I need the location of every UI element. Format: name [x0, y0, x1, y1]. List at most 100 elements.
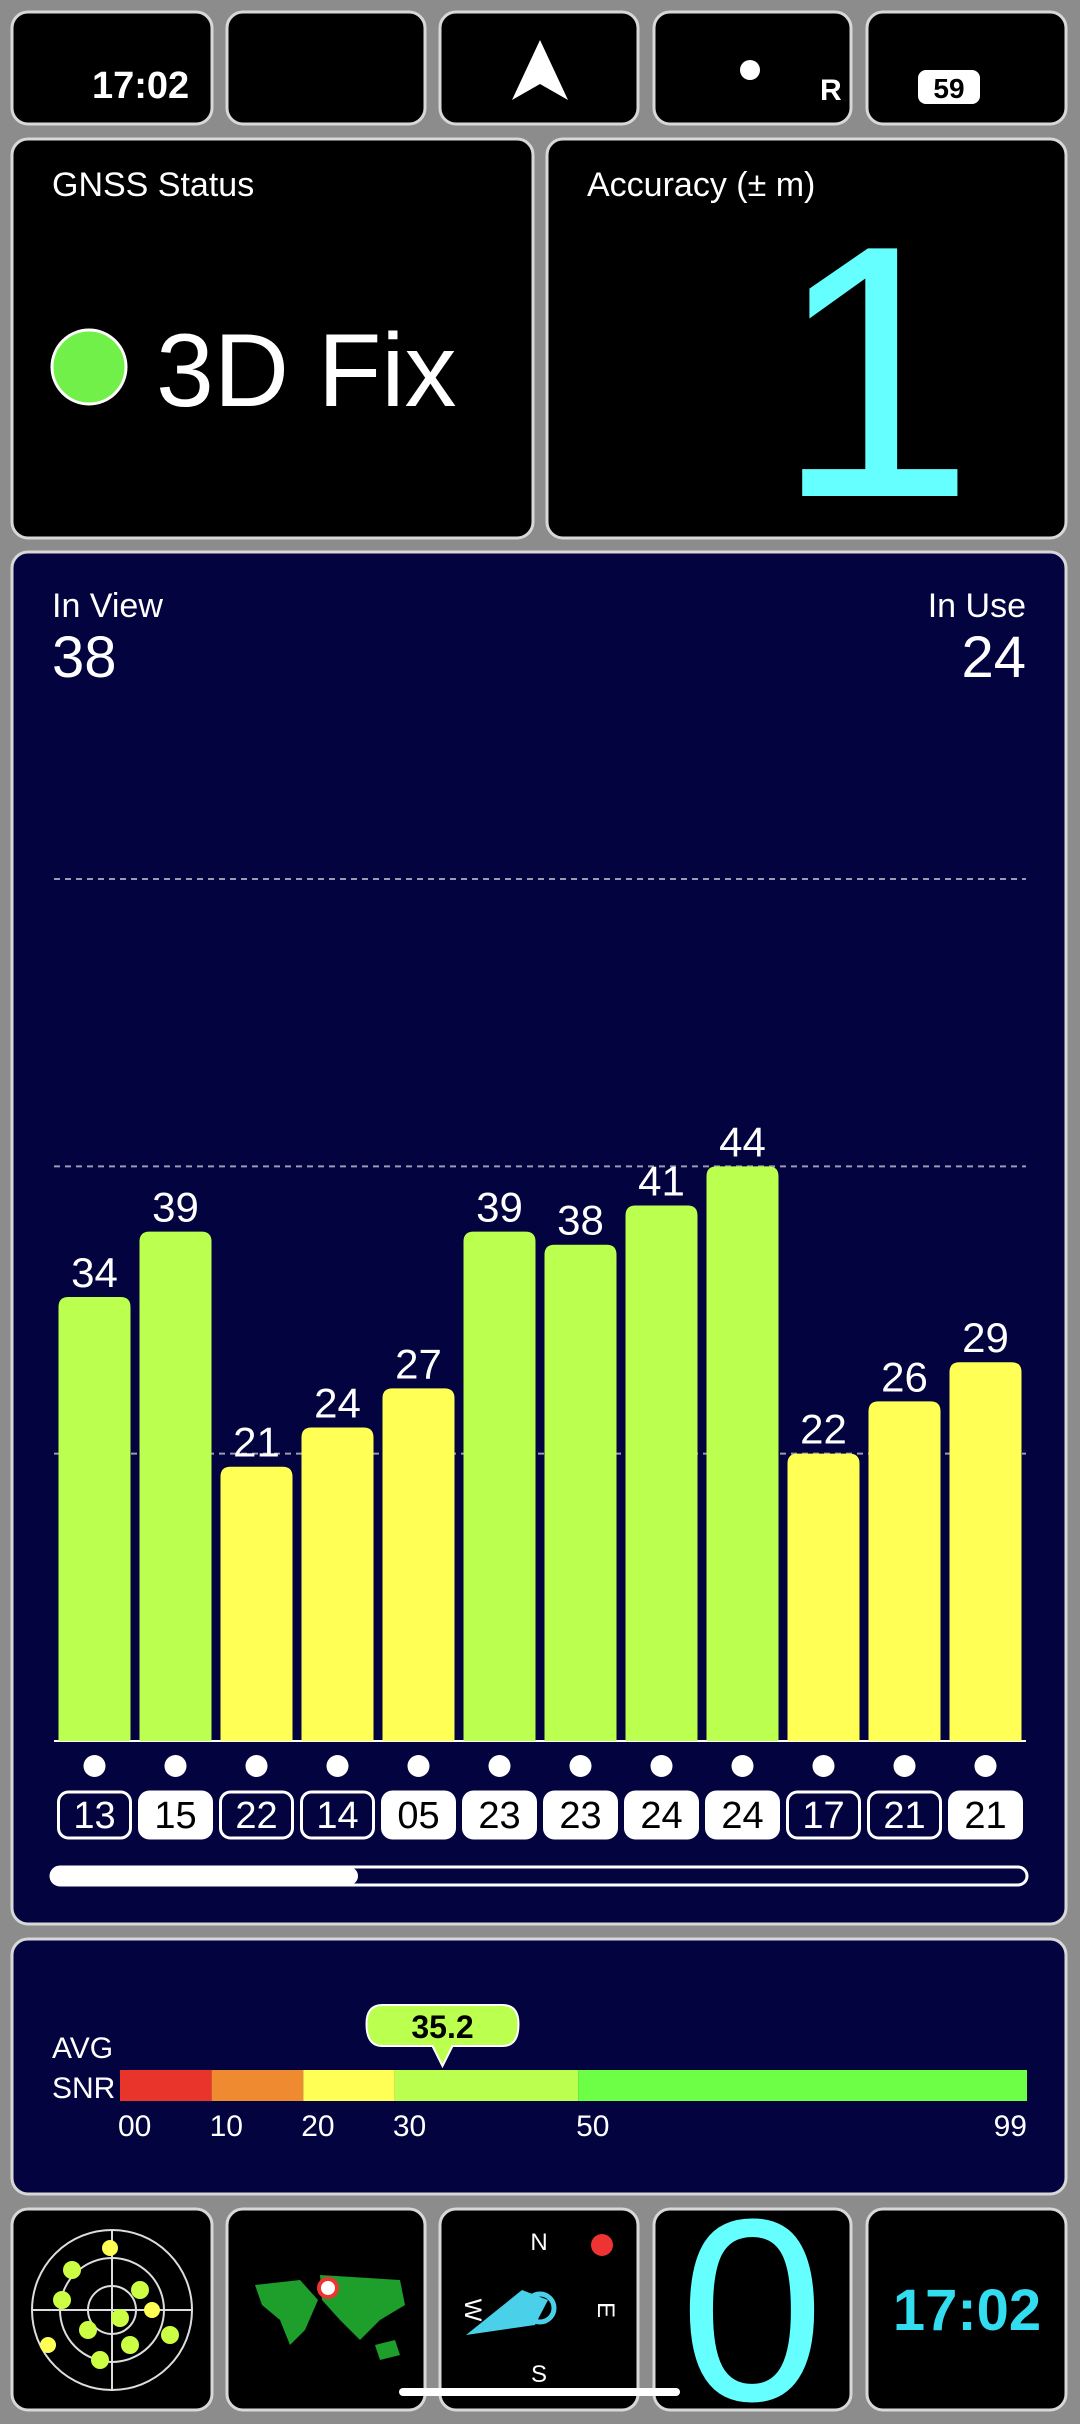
in-use-label: In Use [928, 587, 1026, 625]
compass-hub [523, 2291, 557, 2325]
bar [625, 1205, 698, 1741]
snr-average: 35.2 [411, 2009, 473, 2045]
snr-tick-label: 99 [994, 2110, 1027, 2143]
location-marker [317, 2277, 339, 2299]
status-time: 17:02 [92, 65, 189, 107]
in-view-value: 38 [52, 625, 117, 690]
bar [301, 1427, 374, 1741]
accuracy-value: 1 [775, 171, 975, 573]
bar-label: 41 [638, 1158, 685, 1205]
satellite-id: 21 [964, 1795, 1006, 1837]
compass-s: S [531, 2361, 547, 2388]
battery-icon [918, 70, 980, 104]
navigation-icon [512, 40, 568, 100]
satellite-dot [407, 1755, 430, 1777]
snr-segment [303, 2070, 395, 2101]
satellite-dot [326, 1755, 349, 1777]
bar [58, 1296, 131, 1741]
snr-segment [120, 2070, 212, 2101]
satellite-id: 21 [883, 1795, 925, 1837]
bar-label: 22 [800, 1406, 847, 1453]
satellite-id: 15 [154, 1795, 196, 1837]
snr-segment [578, 2070, 1027, 2101]
satellite-id-box [867, 1790, 942, 1840]
satellite-id: 23 [559, 1795, 601, 1837]
satellite-id-box [57, 1790, 132, 1840]
compass-w: W [459, 2299, 486, 2322]
satellite-id: 24 [721, 1795, 763, 1837]
satellite-id-box [138, 1790, 213, 1840]
satellite-id: 14 [316, 1795, 358, 1837]
clock-tile[interactable] [865, 2207, 1068, 2412]
satellite-id: 24 [640, 1795, 682, 1837]
satellite-dot [812, 1755, 835, 1777]
bar [463, 1231, 536, 1741]
accuracy-label: Accuracy (± m) [587, 166, 815, 204]
satellite-id-box [300, 1790, 375, 1840]
bar [787, 1453, 860, 1741]
clock-value: 17:02 [893, 2278, 1041, 2343]
bar [382, 1388, 455, 1741]
world-map [255, 2275, 405, 2360]
satellite-id-box [948, 1790, 1023, 1840]
snr-tick-label: 10 [210, 2110, 243, 2143]
satellite-id-box [381, 1790, 456, 1840]
satellite-id: 17 [802, 1795, 844, 1837]
sky-satellites [40, 2240, 179, 2369]
satellite-dot [731, 1755, 754, 1777]
snr-segment [211, 2070, 304, 2101]
satellite-id-box [624, 1790, 699, 1840]
satellite-id: 05 [397, 1795, 439, 1837]
speed-value: 0 [680, 2166, 825, 2424]
bar [706, 1166, 779, 1741]
share-icon [740, 60, 760, 80]
bar-label: 26 [881, 1353, 928, 1400]
bar [868, 1401, 941, 1741]
snr-label-1: AVG [52, 2032, 113, 2065]
in-view-label: In View [52, 587, 163, 625]
satellite-dot [974, 1755, 997, 1777]
fix-indicator [50, 328, 128, 406]
snr-tick-label: 20 [301, 2110, 334, 2143]
compass-e: E [592, 2302, 619, 2318]
satellite-dot [488, 1755, 511, 1777]
bar [220, 1466, 293, 1741]
snr-tick-label: 00 [118, 2110, 151, 2143]
snr-panel[interactable] [10, 1937, 1068, 2196]
satellite-id-box [219, 1790, 294, 1840]
home-indicator[interactable] [399, 2388, 680, 2396]
compass-dot [591, 2234, 613, 2256]
bar-label: 24 [314, 1380, 361, 1427]
satellite-id: 13 [73, 1795, 115, 1837]
gnss-status-panel[interactable] [10, 137, 535, 540]
satellite-dot [83, 1755, 106, 1777]
satellite-dot [893, 1755, 916, 1777]
snr-tick-label: 30 [393, 2110, 426, 2143]
satellite-id-box [705, 1790, 780, 1840]
satellite-dot [245, 1755, 268, 1777]
accuracy-panel[interactable] [545, 137, 1068, 540]
tile[interactable] [865, 10, 1068, 126]
satellite-id: 23 [478, 1795, 520, 1837]
snr-marker [365, 2004, 520, 2069]
bar-label: 39 [152, 1184, 199, 1231]
speed-tile[interactable] [652, 2207, 853, 2412]
tile[interactable] [225, 10, 427, 126]
compass-n: N [530, 2229, 547, 2256]
satellite-id: 22 [235, 1795, 277, 1837]
map-tile[interactable] [225, 2207, 427, 2412]
scrollbar-thumb[interactable] [51, 1867, 358, 1885]
gnss-status-label: GNSS Status [52, 166, 254, 204]
bar-label: 39 [476, 1184, 523, 1231]
bar-label: 44 [719, 1118, 766, 1165]
in-use-value: 24 [961, 625, 1026, 690]
bar [949, 1362, 1022, 1741]
tile[interactable] [10, 10, 214, 126]
sky-plot [31, 2229, 193, 2391]
bar-label: 27 [395, 1340, 442, 1387]
satellite-dot [164, 1755, 187, 1777]
bar-label: 34 [71, 1249, 118, 1296]
satellite-dot [650, 1755, 673, 1777]
bar-label: 21 [233, 1419, 280, 1466]
